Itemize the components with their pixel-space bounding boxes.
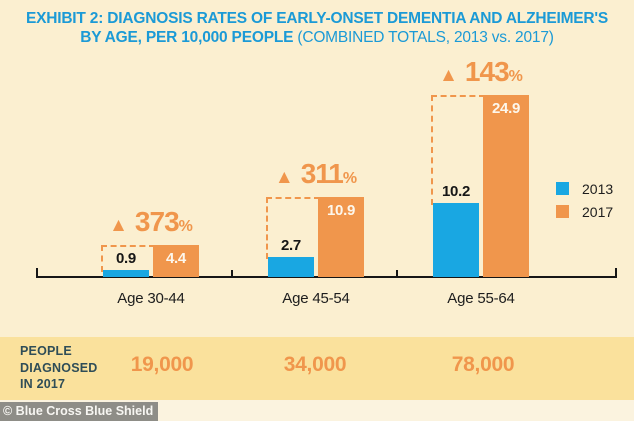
growth-dashed-connector xyxy=(101,245,155,272)
title-line1: EXHIBIT 2: DIAGNOSIS RATES OF EARLY-ONSE… xyxy=(25,10,609,27)
legend-label-2013: 2013 xyxy=(582,180,614,197)
category-label: Age 30-44 xyxy=(117,290,185,307)
legend-swatch-2017-icon xyxy=(556,205,569,218)
bar-2017-age-30-44 xyxy=(153,245,199,277)
x-axis-tick-1 xyxy=(231,270,233,277)
title-line2-bold: BY AGE, PER 10,000 PEOPLE xyxy=(80,29,294,46)
percent-increase-value: 373 xyxy=(134,206,180,237)
x-axis-end-tick-right xyxy=(615,268,617,277)
legend: 2013 2017 xyxy=(556,180,613,226)
bar-2013-age-55-64 xyxy=(433,203,479,277)
value-label-2013: 10.2 xyxy=(442,183,470,200)
category-label: Age 45-54 xyxy=(282,290,350,307)
value-label-2013: 0.9 xyxy=(116,250,136,267)
percent-increase-value: 143 xyxy=(464,56,510,87)
strip-label-line1: PEOPLE xyxy=(20,344,72,358)
value-label-2017: 4.4 xyxy=(166,250,186,267)
bar-2013-age-30-44 xyxy=(103,270,149,277)
legend-item-2013: 2013 xyxy=(556,180,613,197)
value-label-2017: 24.9 xyxy=(492,100,520,117)
people-diagnosed-label: PEOPLE DIAGNOSED IN 2017 xyxy=(20,343,98,393)
growth-dashed-connector xyxy=(266,197,320,259)
percent-sign: % xyxy=(342,170,358,187)
chart-title: EXHIBIT 2: DIAGNOSIS RATES OF EARLY-ONSE… xyxy=(0,9,634,47)
bar-2013-age-45-54 xyxy=(268,257,314,277)
strip-label-line2: DIAGNOSED xyxy=(20,360,98,375)
people-diagnosed-value-30-44: 19,000 xyxy=(130,353,194,376)
percent-increase-label: ▲ 311% xyxy=(226,156,406,192)
increase-triangle-icon: ▲ xyxy=(439,65,458,86)
strip-label-line3: IN 2017 xyxy=(20,377,66,391)
value-label-2013: 2.7 xyxy=(281,237,301,254)
category-label: Age 55-64 xyxy=(447,290,515,307)
percent-increase-label: ▲ 143% xyxy=(391,54,571,90)
people-diagnosed-value-45-54: 34,000 xyxy=(283,353,347,376)
increase-triangle-icon: ▲ xyxy=(109,215,128,236)
people-diagnosed-strip: PEOPLE DIAGNOSED IN 2017 19,000 34,000 7… xyxy=(0,337,634,400)
title-line2-light: (COMBINED TOTALS, 2013 vs. 2017) xyxy=(297,29,554,46)
bar-2017-age-45-54 xyxy=(318,197,364,277)
x-axis-tick-2 xyxy=(396,270,398,277)
legend-swatch-2013-icon xyxy=(556,182,569,195)
percent-sign: % xyxy=(508,68,523,85)
people-diagnosed-value-55-64: 78,000 xyxy=(451,353,515,376)
value-label-2017: 10.9 xyxy=(327,202,355,219)
bar-chart: 2013 2017 0.9 4.4 ▲ 373% Age 30-44 2.7 10.9 ▲ 31… xyxy=(36,54,617,307)
bar-2017-age-55-64 xyxy=(483,95,529,277)
percent-increase-value: 311 xyxy=(300,158,344,189)
bottom-band xyxy=(0,400,634,421)
x-axis-end-tick-left xyxy=(36,268,38,277)
percent-increase-label: ▲ 373% xyxy=(61,204,241,240)
legend-label-2017: 2017 xyxy=(582,203,614,220)
increase-triangle-icon: ▲ xyxy=(274,167,294,188)
growth-dashed-connector xyxy=(431,95,485,205)
credit-bar: © Blue Cross Blue Shield xyxy=(0,402,158,421)
x-axis-line xyxy=(36,276,617,278)
legend-item-2017: 2017 xyxy=(556,203,613,220)
percent-sign: % xyxy=(178,218,193,235)
